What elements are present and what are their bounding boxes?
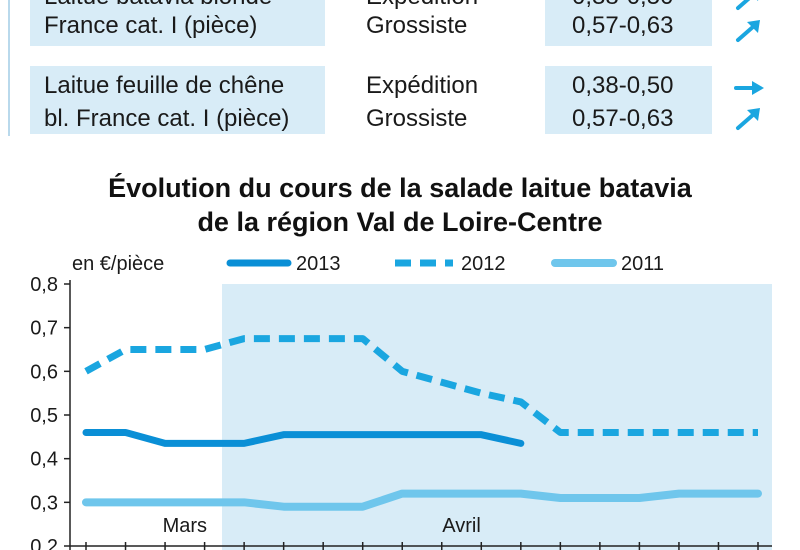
- x-axis: Mars Avril: [70, 515, 772, 550]
- legend: 2013 2012 2011: [226, 253, 664, 275]
- legend-entry-2012: 2012: [395, 253, 506, 275]
- legend-label: 2013: [296, 253, 341, 275]
- product-name: bl. France cat. I (pièce): [44, 105, 290, 132]
- stage-label: Expédition: [366, 0, 478, 13]
- product-name: Laitue feuille de chêne: [44, 72, 285, 99]
- price-column-bg-2: [545, 66, 712, 134]
- y-axis-label: en €/pièce: [72, 253, 164, 275]
- y-tick-label: 0,8: [30, 274, 58, 296]
- y-axis: 0,2 0,3 0,4 0,5 0,6 0,7 0,8: [30, 274, 71, 550]
- chart-background-left: [70, 284, 222, 550]
- stage-label: Expédition: [366, 72, 479, 99]
- stage-label: Grossiste: [366, 105, 468, 132]
- price-table: Laitue batavia blonde France cat. I (piè…: [0, 0, 800, 140]
- legend-entry-2013: 2013: [226, 253, 341, 275]
- price-range: 0,38-0,50: [572, 0, 673, 13]
- trend-up-arrow-icon: [736, 0, 759, 10]
- y-tick-label: 0,6: [30, 361, 58, 383]
- y-tick-label: 0,4: [30, 449, 58, 471]
- trend-up-arrow-icon: [736, 108, 760, 130]
- product-name: Laitue batavia blonde: [44, 0, 272, 13]
- price-range: 0,38-0,50: [572, 72, 674, 99]
- product-name: France cat. I (pièce): [44, 12, 258, 39]
- legend-entry-2011: 2011: [551, 253, 664, 275]
- product-cell-bg-2: [30, 66, 325, 134]
- series-line-2011: [82, 489, 762, 511]
- y-tick-label: 0,5: [30, 405, 58, 427]
- price-range: 0,57-0,63: [572, 105, 674, 132]
- product-cell-bg-1: [30, 0, 325, 46]
- y-tick-label: 0,3: [30, 492, 58, 514]
- legend-label: 2012: [461, 253, 506, 275]
- series-layer: [82, 335, 762, 511]
- y-tick-label: 0,7: [30, 318, 58, 340]
- y-tick-label: 0,2: [30, 536, 58, 550]
- trend-flat-arrow-icon: [734, 81, 764, 95]
- chart-title-line-1: Évolution du cours de la salade laitue b…: [108, 173, 692, 203]
- price-range: 0,57-0,63: [572, 12, 674, 39]
- trend-up-arrow-icon: [736, 20, 760, 42]
- trend-arrows: [734, 0, 764, 130]
- chart-title-line-2: de la région Val de Loire-Centre: [197, 207, 603, 237]
- legend-label: 2011: [621, 253, 664, 275]
- month-label: Mars: [163, 515, 207, 537]
- table-left-rule: [8, 0, 10, 136]
- stage-label: Grossiste: [366, 12, 468, 39]
- price-column-bg-1: [545, 0, 712, 46]
- month-label: Avril: [442, 515, 481, 537]
- series-line-2012: [84, 335, 758, 436]
- series-line-2013: [82, 428, 525, 447]
